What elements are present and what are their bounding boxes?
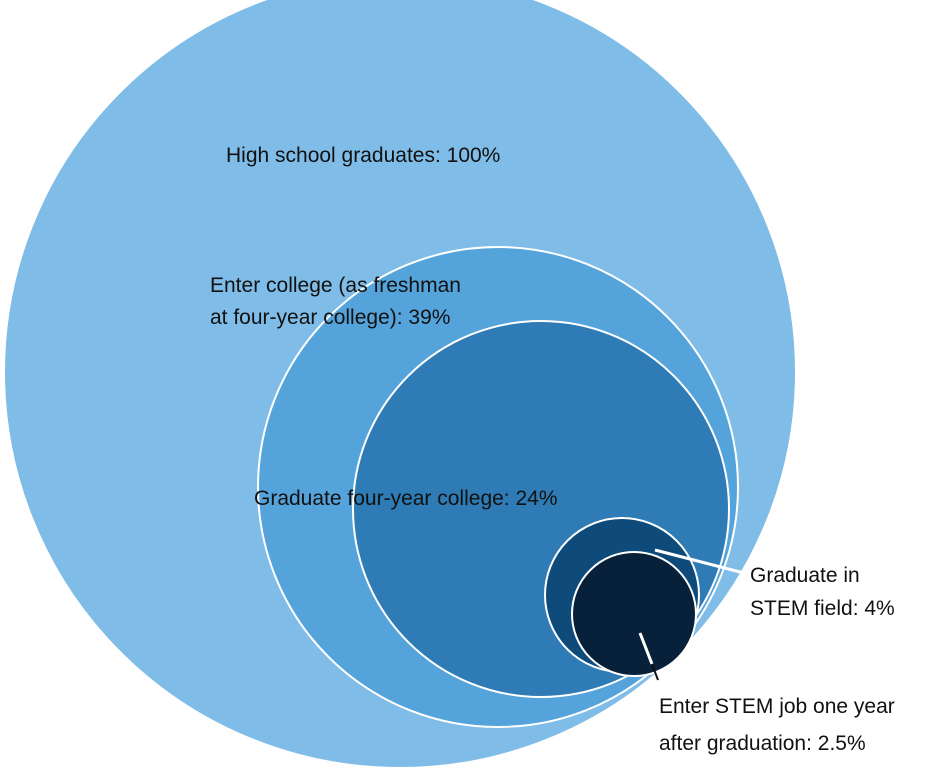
- leader-line-enter-stem-job-outer: [651, 663, 659, 681]
- label-line: STEM field: 4%: [750, 597, 895, 620]
- label-line: after graduation: 2.5%: [659, 732, 866, 755]
- label-line: High school graduates: 100%: [226, 144, 500, 167]
- label-high-school-graduates: High school graduates: 100%: [226, 144, 500, 167]
- label-line: Graduate four-year college: 24%: [254, 487, 558, 510]
- label-graduate-stem: Graduate in STEM field: 4%: [750, 564, 895, 620]
- label-enter-college: Enter college (as freshman at four-year …: [210, 274, 467, 329]
- label-line: at four-year college): 39%: [210, 306, 450, 329]
- circle-enter-stem-job: [571, 551, 697, 677]
- label-line: Enter college (as freshman: [210, 274, 461, 297]
- label-graduate-college: Graduate four-year college: 24%: [254, 487, 558, 510]
- label-line: Graduate in: [750, 564, 860, 587]
- leader-line-graduate-stem: [654, 548, 748, 574]
- label-enter-stem-job: Enter STEM job one year after graduation…: [659, 695, 901, 755]
- leader-line-enter-stem-job: [638, 632, 654, 665]
- label-line: Enter STEM job one year: [659, 695, 895, 718]
